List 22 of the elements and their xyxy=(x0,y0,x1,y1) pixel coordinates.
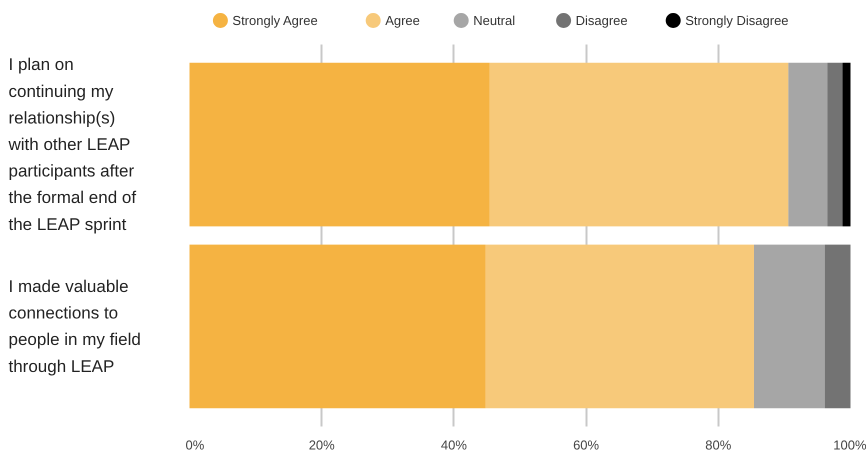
x-tick-label: 40% xyxy=(440,438,468,452)
bar xyxy=(190,62,490,226)
legend-label: Agree xyxy=(385,13,420,28)
legend-label: Strongly Agree xyxy=(232,13,318,28)
bar xyxy=(824,244,850,408)
x-tick-label: 20% xyxy=(308,438,336,452)
x-tick-label: 100% xyxy=(833,438,866,452)
bar xyxy=(788,62,828,226)
bar xyxy=(827,62,843,226)
x-tick-label: 60% xyxy=(573,438,600,452)
bar xyxy=(842,62,850,226)
bar xyxy=(754,244,825,408)
bar xyxy=(190,244,486,408)
legend-label: Disagree xyxy=(576,13,628,28)
bar xyxy=(486,244,754,408)
y-tick-label: I plan on continuing my relationship(s) with other LEAP participants after the formal end of the LEAP sprint xyxy=(8,55,136,234)
y-tick-label: I made valuable connections to people in my field through LEAP xyxy=(8,277,141,376)
x-tick-label: 80% xyxy=(705,438,732,452)
legend-label: Strongly Disagree xyxy=(685,13,789,28)
bar xyxy=(490,62,788,226)
x-tick-label: 0% xyxy=(186,438,205,452)
legend-label: Neutral xyxy=(473,13,516,28)
